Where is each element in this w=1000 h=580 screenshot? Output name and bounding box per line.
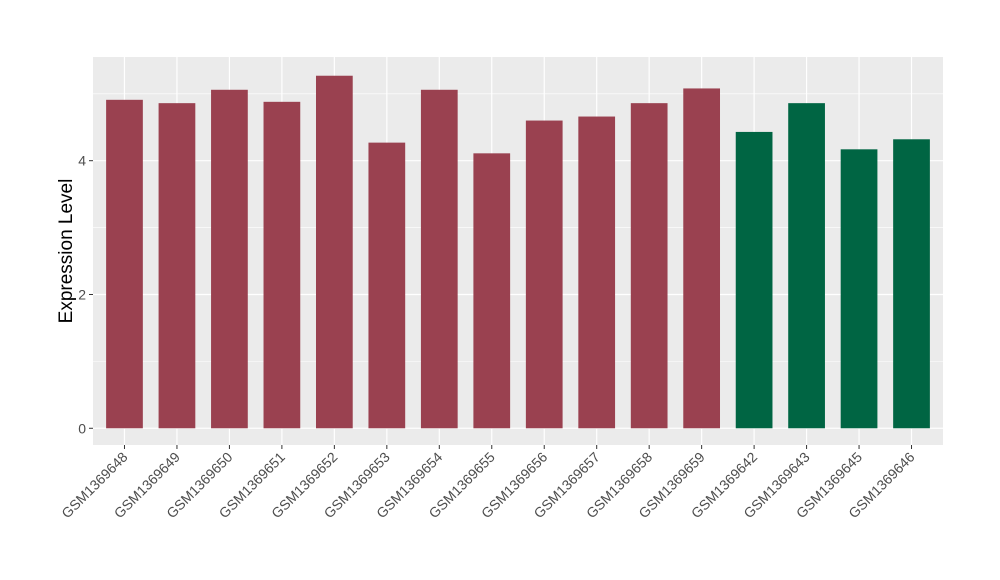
y-tick-label: 4	[78, 153, 86, 169]
bar-GSM1369646	[893, 139, 930, 429]
bar-GSM1369643	[788, 103, 825, 429]
bar-GSM1369653	[368, 142, 406, 429]
y-axis-title: Expression Level	[56, 179, 77, 324]
bar-GSM1369652	[315, 75, 353, 429]
y-tick-label: 2	[78, 286, 86, 302]
bars-group	[106, 75, 930, 429]
bar-GSM1369654	[420, 89, 458, 429]
bar-GSM1369659	[683, 88, 721, 429]
y-axis: 0 2 4	[78, 153, 93, 436]
bar-GSM1369650	[211, 89, 248, 429]
bar-GSM1369658	[630, 103, 668, 429]
bar-GSM1369648	[106, 99, 143, 429]
bar-GSM1369651	[263, 101, 301, 429]
bar-GSM1369656	[525, 120, 563, 429]
bar-GSM1369645	[840, 149, 878, 429]
bar-GSM1369657	[578, 116, 616, 429]
y-tick-label: 0	[78, 420, 86, 436]
bar-GSM1369649	[158, 103, 196, 429]
bar-GSM1369655	[473, 153, 511, 429]
x-axis: GSM1369648GSM1369649GSM1369650GSM1369651…	[58, 445, 918, 521]
bar-GSM1369642	[735, 131, 773, 429]
